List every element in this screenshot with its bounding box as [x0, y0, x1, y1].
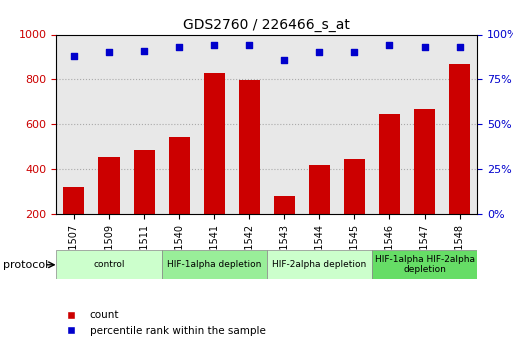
Point — [350, 50, 359, 55]
Point — [210, 42, 218, 48]
Bar — [344, 159, 365, 214]
Bar — [169, 137, 190, 214]
Bar — [56, 250, 162, 279]
Bar — [162, 250, 267, 279]
Bar — [133, 150, 154, 214]
Text: protocol: protocol — [3, 260, 48, 270]
Point — [140, 48, 148, 53]
Text: HIF-1alpha HIF-2alpha
depletion: HIF-1alpha HIF-2alpha depletion — [374, 255, 475, 275]
Point — [70, 53, 78, 59]
Bar — [309, 165, 330, 214]
Point — [245, 42, 253, 48]
Point — [456, 44, 464, 50]
Point — [420, 44, 428, 50]
Point — [280, 57, 288, 62]
Point — [105, 50, 113, 55]
Bar — [267, 250, 372, 279]
Text: HIF-1alpha depletion: HIF-1alpha depletion — [167, 260, 261, 269]
Text: control: control — [93, 260, 125, 269]
Point — [315, 50, 323, 55]
Bar — [98, 157, 120, 214]
Bar — [414, 108, 435, 214]
Point — [175, 44, 183, 50]
Bar — [372, 250, 477, 279]
Bar — [239, 80, 260, 214]
Bar — [449, 64, 470, 214]
Point — [385, 42, 393, 48]
Bar — [379, 114, 400, 214]
Bar — [64, 187, 85, 214]
Bar — [204, 73, 225, 214]
Text: HIF-2alpha depletion: HIF-2alpha depletion — [272, 260, 366, 269]
Legend: count, percentile rank within the sample: count, percentile rank within the sample — [56, 306, 270, 340]
Bar — [274, 196, 295, 214]
Title: GDS2760 / 226466_s_at: GDS2760 / 226466_s_at — [183, 18, 350, 32]
